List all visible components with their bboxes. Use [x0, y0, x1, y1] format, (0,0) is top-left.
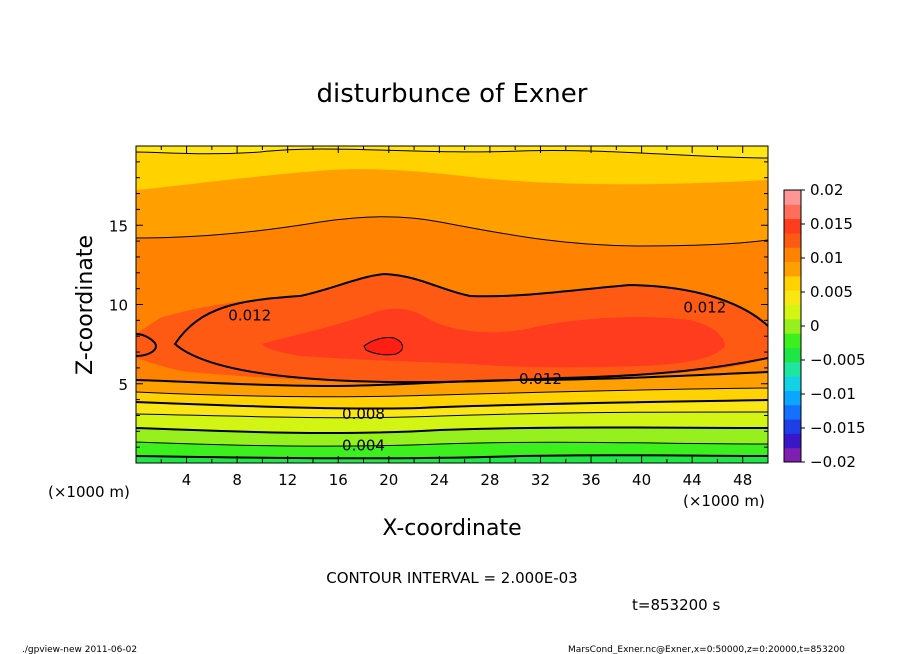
colorbar-segment — [784, 433, 801, 449]
colorbar-segment — [784, 261, 801, 277]
colorbar-segment — [784, 376, 801, 391]
colorbar-segment — [784, 347, 801, 363]
contour-label: 0.012 — [683, 299, 726, 317]
contour-label: 0.008 — [342, 405, 385, 423]
x-tick-label: 44 — [683, 471, 702, 489]
footer-program-date: ./gpview-new 2011-06-02 — [22, 645, 137, 654]
x-tick-label: 48 — [733, 471, 752, 489]
colorbar-segment — [784, 333, 801, 348]
colorbar-segment — [784, 390, 801, 406]
colorbar-tick-label: 0 — [810, 317, 820, 335]
colorbar-segment — [784, 447, 801, 463]
y-tick-label: 5 — [118, 376, 128, 394]
x-tick-label: 24 — [430, 471, 449, 489]
colorbar-segment — [784, 318, 801, 334]
contour-label: 0.004 — [342, 437, 385, 455]
colorbar-segment — [784, 404, 801, 420]
colorbar-segment — [784, 218, 801, 234]
colorbar-tick-label: −0.015 — [810, 419, 866, 437]
x-axis-label: X-coordinate — [382, 516, 521, 541]
y-tick-label: 15 — [109, 217, 128, 235]
x-tick-label: 40 — [632, 471, 651, 489]
time-stamp: t=853200 s — [632, 596, 720, 614]
colorbar-tick-label: −0.02 — [810, 453, 856, 471]
band-0.000 — [136, 455, 768, 463]
x-tick-label: 8 — [232, 471, 242, 489]
x-tick-label: 36 — [581, 471, 600, 489]
contour-lines — [136, 148, 768, 460]
y-axis-label: Z-coordinate — [73, 235, 98, 375]
x-tick-label: 12 — [278, 471, 297, 489]
band-level-top — [136, 146, 768, 158]
x-axis-unit-right: (×1000 m) — [683, 492, 765, 510]
colorbar-segment — [784, 190, 801, 205]
colorbar-tick-label: 0.015 — [810, 215, 853, 233]
y-tick-label: 10 — [109, 297, 128, 315]
x-tick-label: 4 — [182, 471, 192, 489]
band-0.020 — [364, 337, 403, 355]
colorbar-segment — [784, 204, 801, 220]
contour-label: 0.012 — [228, 307, 271, 325]
colorbar-tick-label: −0.01 — [810, 385, 856, 403]
colorbar-segment — [784, 419, 801, 434]
colorbar-tick-label: 0.01 — [810, 249, 843, 267]
colorbar-segment — [784, 275, 801, 291]
chart-title: disturbunce of Exner — [317, 79, 588, 109]
x-tick-label: 32 — [531, 471, 550, 489]
colorbar-segment — [784, 361, 801, 377]
colorbar-segment — [784, 232, 801, 248]
colorbar-segment — [784, 247, 801, 263]
colorbar — [784, 190, 801, 463]
colorbar-tick-label: 0.005 — [810, 283, 853, 301]
contour-plot-area — [136, 146, 768, 463]
x-axis-ticks: 4 8 12 16 20 24 28 32 36 40 44 48 — [160, 146, 752, 489]
x-tick-label: 16 — [329, 471, 348, 489]
x-tick-label: 20 — [379, 471, 398, 489]
contour-interval-text: CONTOUR INTERVAL = 2.000E-03 — [326, 569, 577, 587]
colorbar-tick-labels: 0.02 0.015 0.01 0.005 0 −0.005 −0.01 −0.015 −0.0… — [801, 181, 866, 471]
colorbar-tick-label: −0.005 — [810, 351, 866, 369]
colorbar-tick-label: 0.02 — [810, 181, 843, 199]
y-axis-ticks: 5 10 15 — [109, 161, 768, 448]
contour-labels: 0.012 0.012 0.012 0.008 0.004 — [228, 299, 726, 455]
x-tick-label: 28 — [480, 471, 499, 489]
colorbar-segment — [784, 304, 801, 320]
contour-label: 0.012 — [519, 370, 562, 388]
footer-file-info: MarsCond_Exner.nc@Exner,x=0:50000,z=0:20… — [568, 645, 845, 654]
x-axis-unit-left: (×1000 m) — [48, 483, 130, 501]
colorbar-segment — [784, 290, 801, 306]
